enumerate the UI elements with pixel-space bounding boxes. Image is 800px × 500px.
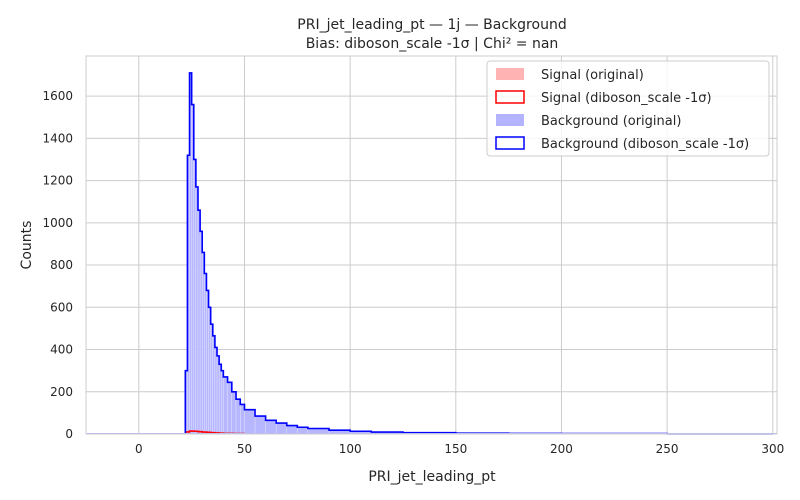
legend-swatch-signal-original xyxy=(496,68,524,80)
x-tick-label: 0 xyxy=(135,442,143,456)
y-tick-label: 400 xyxy=(50,343,73,357)
bar-background-original xyxy=(214,347,218,435)
legend-swatch-background-shifted xyxy=(495,136,525,150)
bar-background-original xyxy=(204,273,207,435)
chart-subtitle: Bias: diboson_scale -1σ | Chi² = nan xyxy=(306,36,559,52)
bar-background-original xyxy=(275,422,287,435)
y-tick-label: 0 xyxy=(65,427,73,441)
bar-background-original xyxy=(221,370,224,435)
x-axis-label: PRI_jet_leading_pt xyxy=(368,469,496,485)
bar-background-original xyxy=(254,415,266,435)
bar-background-original xyxy=(195,186,199,435)
bar-background-original xyxy=(202,252,205,435)
y-tick-label: 800 xyxy=(50,258,73,272)
step-line-background-diboson-scale-1 xyxy=(184,72,774,435)
bar-background-original xyxy=(244,409,256,435)
y-tick-label: 200 xyxy=(50,385,73,399)
x-tick-labels: 0 50 100 150 200 250 300 xyxy=(135,442,784,456)
bar-background-original xyxy=(210,323,213,435)
x-tick-label: 150 xyxy=(444,442,467,456)
legend: Signal (original) Signal (diboson_scale … xyxy=(486,60,770,157)
x-tick-label: 50 xyxy=(237,442,252,456)
y-tick-label: 1400 xyxy=(42,131,73,145)
bar-background-original xyxy=(265,420,277,435)
legend-label-background-shifted: Background (diboson_scale -1σ) xyxy=(541,137,749,152)
bar-background-original xyxy=(212,335,216,435)
legend-swatch-background-original xyxy=(496,114,524,126)
y-tick-label: 1000 xyxy=(42,216,73,230)
legend-box xyxy=(486,60,770,157)
x-tick-label: 100 xyxy=(339,442,362,456)
x-tick-label: 200 xyxy=(550,442,573,456)
legend-label-signal-original: Signal (original) xyxy=(541,68,644,83)
y-tick-label: 1600 xyxy=(42,89,73,103)
bar-background-original xyxy=(199,231,203,435)
bar-background-original xyxy=(208,307,211,435)
legend-label-background-original: Background (original) xyxy=(541,114,681,129)
x-tick-label: 250 xyxy=(656,442,679,456)
legend-label-signal-shifted: Signal (diboson_scale -1σ) xyxy=(541,91,712,106)
bar-background-original xyxy=(218,364,222,435)
bar-background-original xyxy=(193,159,197,435)
y-tick-label: 600 xyxy=(50,300,73,314)
x-tick-label: 300 xyxy=(761,442,784,456)
y-tick-label: 1200 xyxy=(42,174,73,188)
legend-swatch-signal-shifted xyxy=(495,90,525,104)
y-axis-label: Counts xyxy=(19,221,35,270)
axes-frame xyxy=(85,55,778,435)
bar-background-original xyxy=(297,427,309,435)
chart-title: PRI_jet_leading_pt — 1j — Background xyxy=(297,17,566,33)
bar-background-original xyxy=(197,209,201,435)
bar-background-original xyxy=(216,355,220,435)
y-tick-labels: 0 200 400 600 800 1000 1200 1400 1600 xyxy=(42,89,73,441)
bar-background-original xyxy=(206,290,209,435)
bar-background-original xyxy=(286,425,298,435)
bar-background-original xyxy=(223,376,228,435)
